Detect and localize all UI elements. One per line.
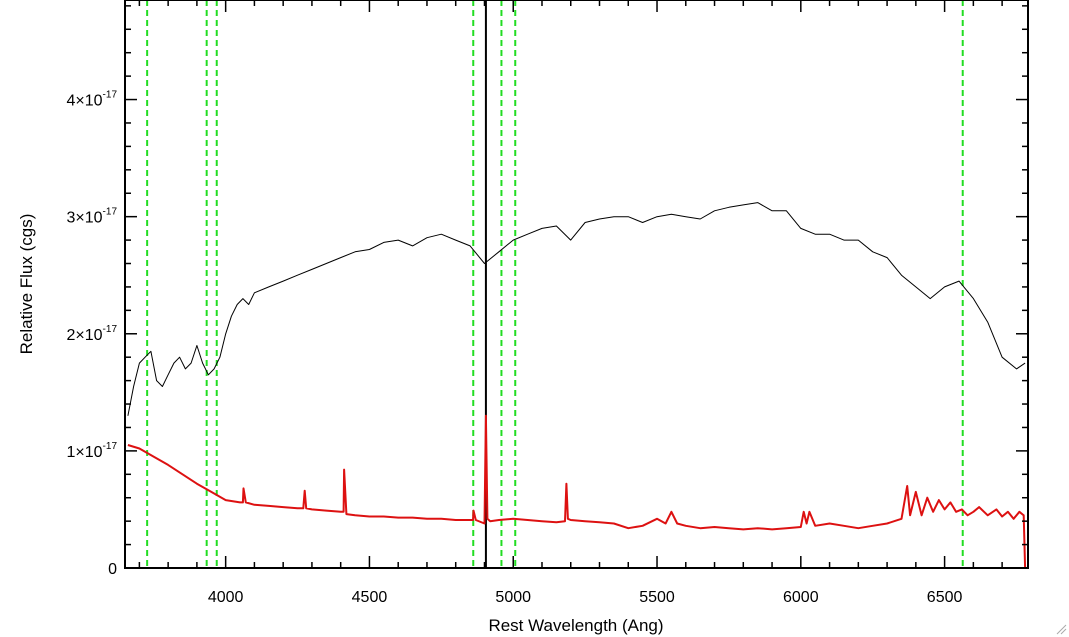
x-tick-label: 5000 xyxy=(495,589,531,606)
x-tick-label: 4000 xyxy=(208,589,244,606)
y-tick-label: 4×10-17 xyxy=(67,90,118,110)
y-tick-label: 0 xyxy=(108,561,117,578)
x-axis-title: Rest Wavelength (Ang) xyxy=(488,616,663,635)
spectrum-series xyxy=(127,202,1027,568)
plot-frame xyxy=(124,0,1029,569)
x-tick-label: 6000 xyxy=(783,589,819,606)
y-tick-label: 2×10-17 xyxy=(67,324,118,344)
plot-border xyxy=(124,0,1029,569)
x-tick-label: 4500 xyxy=(352,589,388,606)
axis-ticks xyxy=(125,0,1028,569)
x-tick-label: 6500 xyxy=(927,589,963,606)
resize-grip-icon[interactable] xyxy=(1055,623,1067,635)
vertical-markers xyxy=(146,0,964,568)
x-tick-label: 5500 xyxy=(639,589,675,606)
y-tick-label: 3×10-17 xyxy=(67,207,118,227)
model-spectrum-line xyxy=(127,414,1027,568)
y-axis-title: Relative Flux (cgs) xyxy=(17,214,36,355)
y-tick-label: 1×10-17 xyxy=(67,441,118,461)
tick-labels: 4000 4500 5000 5500 6000 6500 0 1×10-17 2×10-17 3… xyxy=(67,90,963,606)
observed-spectrum-line xyxy=(127,202,1026,416)
